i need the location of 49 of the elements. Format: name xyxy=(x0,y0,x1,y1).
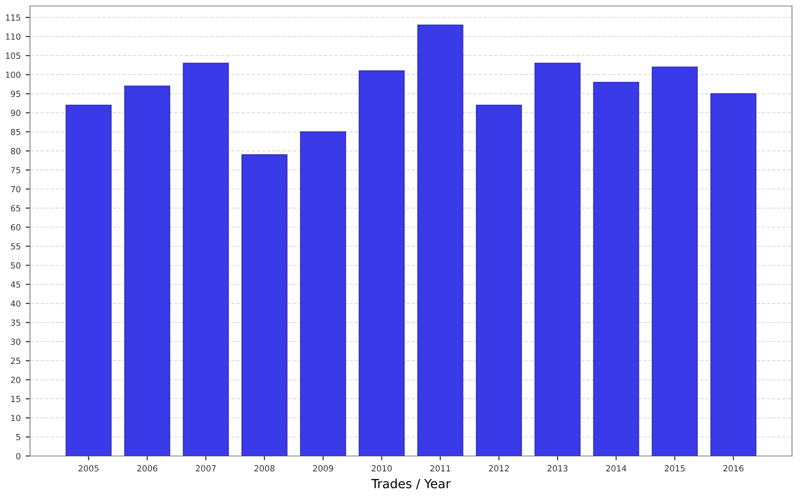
y-tick-label: 45 xyxy=(10,281,20,288)
y-tick-label: 65 xyxy=(10,205,20,212)
y-tick-label: 115 xyxy=(6,14,20,21)
x-tick-label: 2016 xyxy=(723,465,744,472)
y-tick-label: 5 xyxy=(16,434,20,440)
y-tick-label: 10 xyxy=(11,414,20,422)
bar xyxy=(66,104,112,456)
y-tick-label: 110 xyxy=(6,33,20,40)
bar xyxy=(710,93,756,456)
x-tick-label: 2014 xyxy=(606,465,626,472)
y-tick-label: 15 xyxy=(11,396,20,402)
y-tick-label: 85 xyxy=(10,128,20,136)
y-tick-label: 0 xyxy=(16,452,20,460)
x-tick-label: 2010 xyxy=(372,465,392,472)
x-tick-label: 2009 xyxy=(313,465,334,472)
y-tick-label: 100 xyxy=(6,72,20,78)
x-tick-label: 2007 xyxy=(196,465,216,472)
x-tick-label: 2006 xyxy=(137,465,158,472)
bar xyxy=(593,82,640,456)
y-tick-label: 105 xyxy=(6,52,20,59)
x-tick-label: 2008 xyxy=(254,465,274,472)
x-tick-label: 2012 xyxy=(488,465,509,472)
x-tick-label: 2011 xyxy=(430,465,450,472)
x-tick-label: 2015 xyxy=(664,465,685,472)
bar xyxy=(124,86,170,456)
y-tick-label: 50 xyxy=(11,262,20,269)
y-tick-label: 75 xyxy=(11,167,20,174)
bar xyxy=(417,24,464,456)
y-tick-label: 95 xyxy=(10,90,20,97)
x-tick-label: 2013 xyxy=(548,465,568,472)
bar xyxy=(476,104,522,456)
y-tick-label: 40 xyxy=(10,300,20,307)
y-tick-label: 30 xyxy=(11,338,20,345)
y-tick-label: 35 xyxy=(11,320,20,326)
y-tick-label: 25 xyxy=(10,358,20,364)
y-tick-label: 70 xyxy=(11,186,20,192)
bar xyxy=(182,62,229,456)
y-tick-label: 90 xyxy=(10,110,20,116)
bar xyxy=(358,70,405,456)
y-tick-label: 20 xyxy=(10,376,20,384)
bar xyxy=(652,66,698,456)
x-tick-label: 2005 xyxy=(78,465,98,472)
bar xyxy=(534,62,581,456)
bar xyxy=(241,154,288,456)
y-tick-label: 60 xyxy=(10,224,20,230)
bar xyxy=(300,131,346,456)
x-axis-title: Trades / Year xyxy=(371,478,451,490)
y-tick-label: 80 xyxy=(10,148,20,154)
y-tick-label: 55 xyxy=(11,243,20,250)
